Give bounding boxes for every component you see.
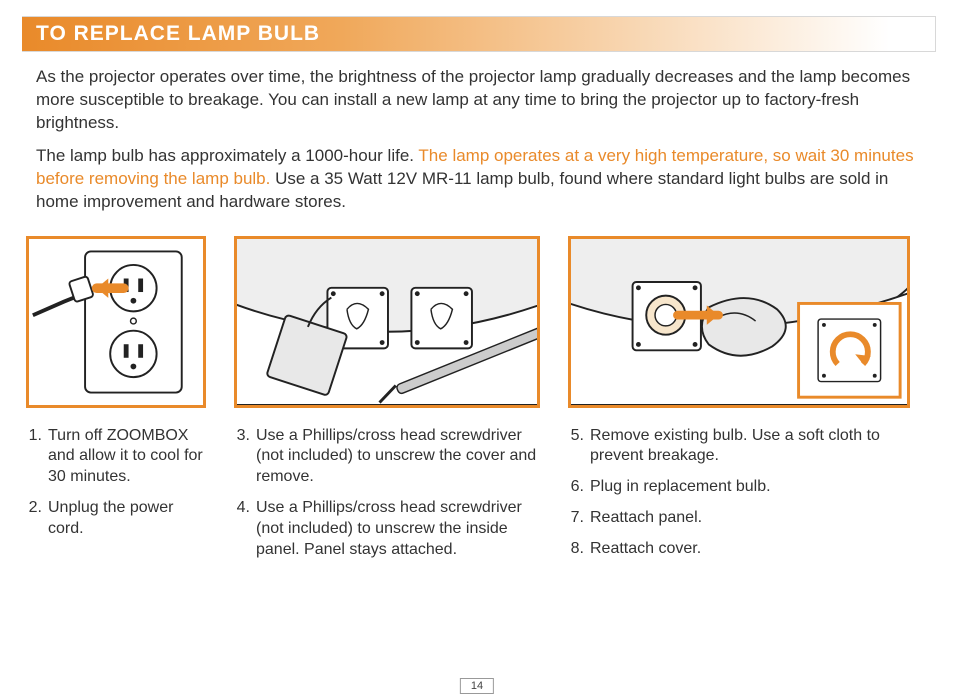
intro-text: As the projector operates over time, the… — [36, 66, 916, 214]
unplug-outlet-icon — [29, 239, 203, 405]
figure-replace-bulb — [568, 236, 910, 408]
steps-col-3: 5.Remove existing bulb. Use a soft cloth… — [568, 426, 910, 571]
step-6: 6.Plug in replacement bulb. — [568, 477, 910, 498]
steps-col-1: 1.Turn off ZOOMBOX and allow it to cool … — [26, 426, 206, 571]
replace-bulb-icon — [571, 239, 907, 405]
step-1: 1.Turn off ZOOMBOX and allow it to cool … — [26, 426, 206, 488]
steps-row: 1.Turn off ZOOMBOX and allow it to cool … — [22, 426, 936, 571]
step-7: 7.Reattach panel. — [568, 508, 910, 529]
section-title: TO REPLACE LAMP BULB — [36, 22, 320, 46]
intro-paragraph-1: As the projector operates over time, the… — [36, 66, 916, 135]
remove-cover-icon — [237, 239, 537, 405]
figure-remove-cover — [234, 236, 540, 408]
step-2: 2.Unplug the power cord. — [26, 498, 206, 540]
manual-page: TO REPLACE LAMP BULB As the projector op… — [0, 0, 954, 700]
page-number: 14 — [460, 678, 494, 694]
figure-unplug — [26, 236, 206, 408]
step-4: 4.Use a Phillips/cross head screwdriver … — [234, 498, 540, 560]
steps-col-2: 3.Use a Phillips/cross head screwdriver … — [234, 426, 540, 571]
intro-paragraph-2: The lamp bulb has approximately a 1000-h… — [36, 145, 916, 214]
step-3: 3.Use a Phillips/cross head screwdriver … — [234, 426, 540, 488]
step-8: 8.Reattach cover. — [568, 539, 910, 560]
figure-row — [22, 236, 936, 408]
step-5: 5.Remove existing bulb. Use a soft cloth… — [568, 426, 910, 468]
section-header: TO REPLACE LAMP BULB — [22, 16, 936, 52]
intro-p2-a: The lamp bulb has approximately a 1000-h… — [36, 146, 418, 165]
